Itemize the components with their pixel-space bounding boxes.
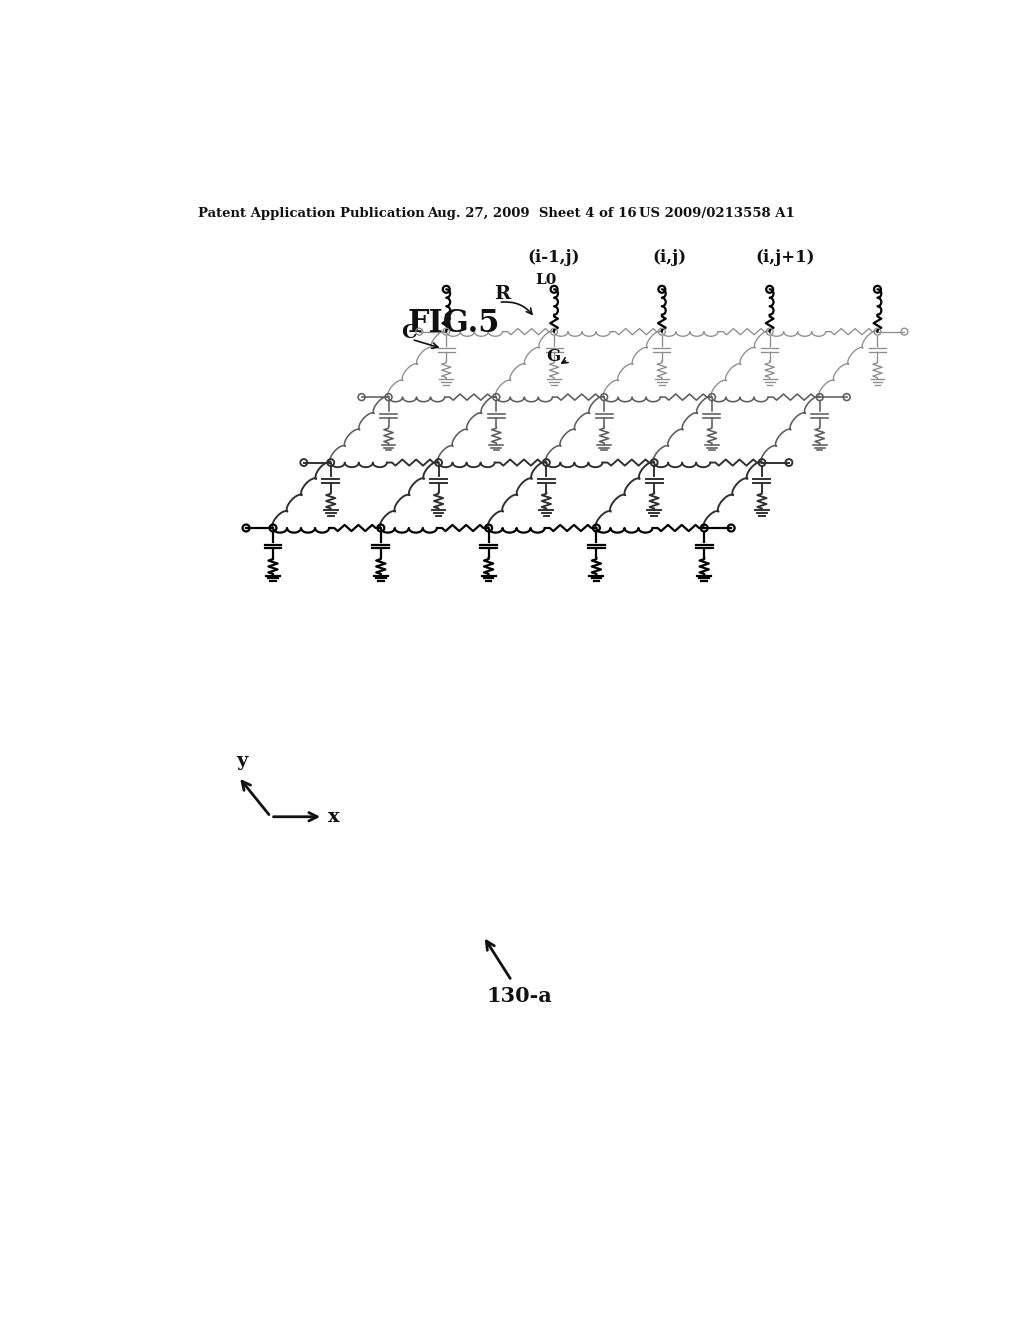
Text: y: y (236, 752, 247, 770)
Text: R: R (494, 285, 510, 304)
Text: Patent Application Publication: Patent Application Publication (199, 207, 425, 220)
Text: x: x (328, 808, 339, 826)
Text: 130-a: 130-a (486, 986, 552, 1006)
Text: (i,j+1): (i,j+1) (756, 249, 815, 267)
Text: G: G (547, 348, 560, 364)
Text: (i-1,j): (i-1,j) (527, 249, 581, 267)
Text: L0: L0 (535, 273, 556, 286)
Text: Aug. 27, 2009  Sheet 4 of 16: Aug. 27, 2009 Sheet 4 of 16 (427, 207, 637, 220)
Text: US 2009/0213558 A1: US 2009/0213558 A1 (639, 207, 795, 220)
Text: C: C (401, 323, 417, 342)
Text: FIG.5: FIG.5 (408, 309, 500, 339)
Text: (i,j): (i,j) (652, 249, 687, 267)
